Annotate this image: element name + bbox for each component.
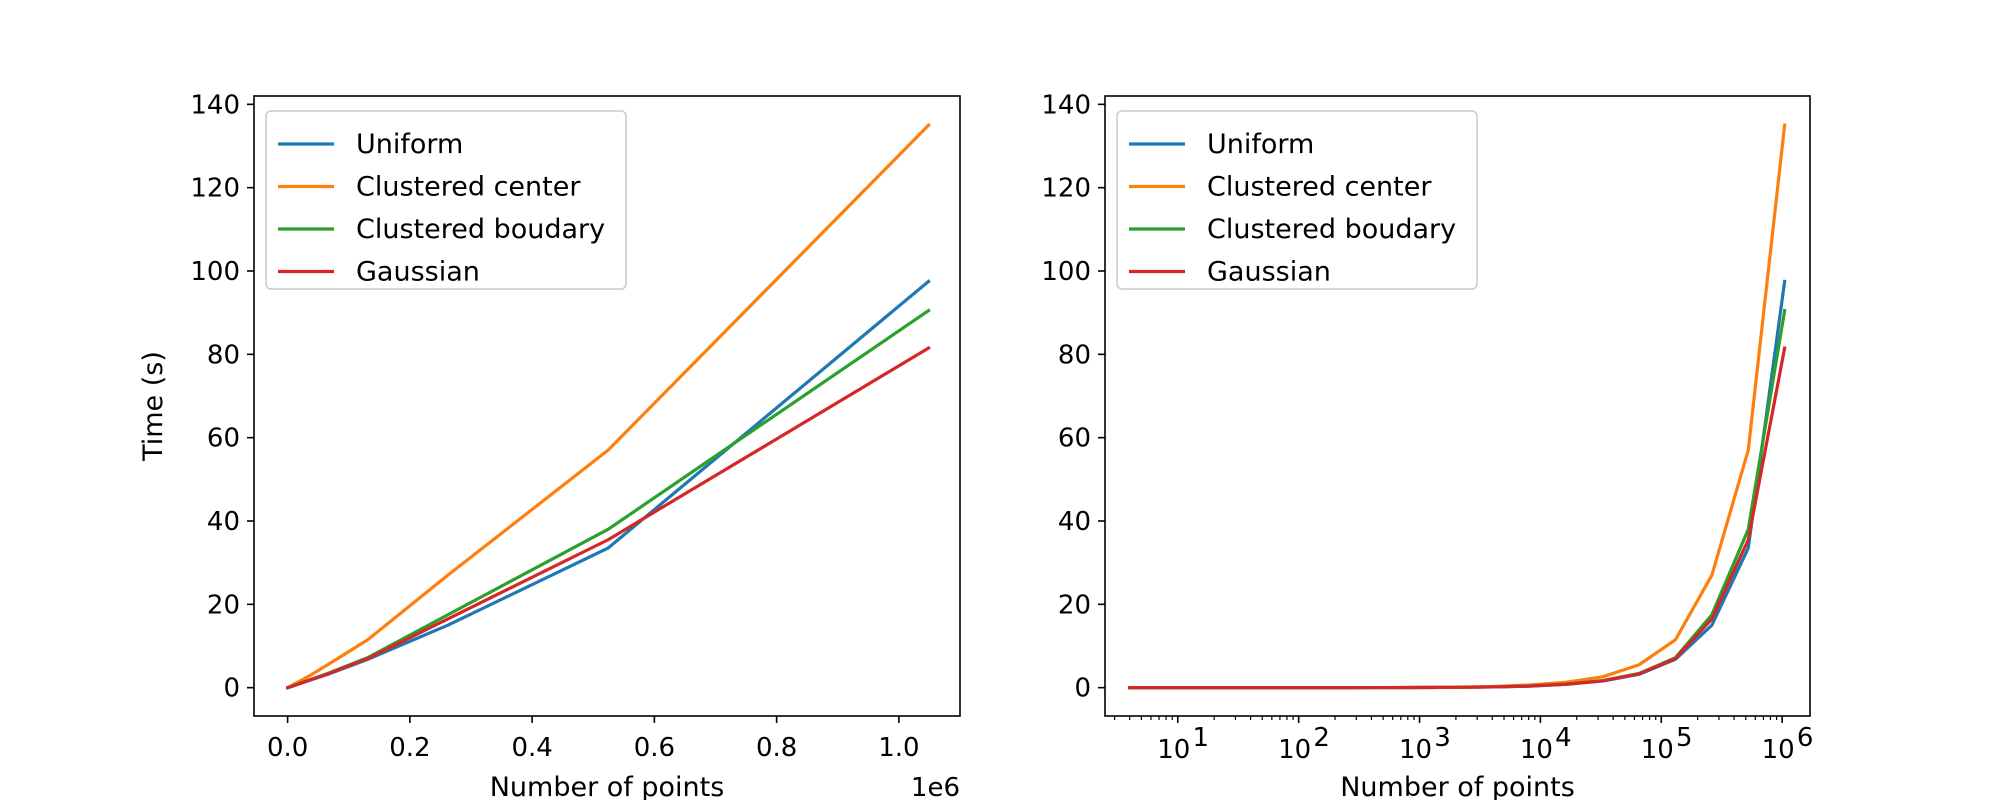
- y-tick-label: 80: [207, 340, 240, 370]
- x-tick-label: 0.4: [511, 733, 552, 763]
- series-line-3: [1128, 346, 1787, 690]
- x-tick-label: 10: [1399, 735, 1432, 765]
- y-tick-label: 40: [1058, 507, 1091, 537]
- legend-label-1: Clustered center: [1207, 172, 1432, 203]
- x-tick-label: 10: [1762, 735, 1795, 765]
- y-tick-label: 140: [190, 90, 240, 120]
- y-tick-label: 140: [1041, 90, 1091, 120]
- legend-label-3: Gaussian: [356, 257, 480, 288]
- y-tick-label: 60: [1058, 424, 1091, 454]
- legend-label-0: Uniform: [1207, 129, 1314, 160]
- legend-label-1: Clustered center: [356, 172, 581, 203]
- y-tick-label: 120: [190, 174, 240, 204]
- y-tick-label: 20: [1058, 590, 1091, 620]
- legend: Uniform Clustered center Clustered boudary…: [1116, 110, 1478, 290]
- axes-frame: [253, 95, 961, 717]
- legend-label-3: Gaussian: [1207, 257, 1331, 288]
- y-tick-label: 100: [190, 257, 240, 287]
- y-tick-label: 40: [207, 507, 240, 537]
- series-line-2: [286, 308, 931, 690]
- legend: Uniform Clustered center Clustered boudary…: [265, 110, 627, 290]
- y-tick-label: 100: [1041, 257, 1091, 287]
- x-tick-exponent: 2: [1313, 723, 1330, 753]
- legend-box: [265, 110, 627, 290]
- y-tick-label: 0: [223, 674, 240, 704]
- x-tick-label: 0.2: [389, 733, 430, 763]
- axes-frame: [1104, 95, 1811, 717]
- y-tick-label: 120: [1041, 174, 1091, 204]
- series-lines: [1128, 123, 1787, 690]
- legend-label-2: Clustered boudary: [356, 214, 605, 245]
- legend-box: [1116, 110, 1478, 290]
- chart-linear-scale: 0 20 40 60 80 100 120 140 0.0 0.2 0.4 0.6 0.8 1.0 Numb…: [138, 90, 961, 800]
- legend-label-2: Clustered boudary: [1207, 214, 1456, 245]
- x-tick-label: 10: [1157, 735, 1190, 765]
- y-tick-label: 60: [207, 424, 240, 454]
- y-tick-label: 0: [1074, 674, 1091, 704]
- x-tick-label: 1.0: [878, 733, 919, 763]
- y-tick-label: 20: [207, 590, 240, 620]
- x-tick-label: 0.6: [634, 733, 675, 763]
- series-line-3: [286, 345, 931, 690]
- x-tick-label: 10: [1520, 735, 1553, 765]
- series-line-2: [1128, 308, 1787, 690]
- y-axis-label: Time (s): [138, 351, 169, 462]
- x-tick-exponent: 3: [1434, 723, 1451, 753]
- x-tick-exponent: 1: [1193, 723, 1210, 753]
- x-axis-label: Number of points: [1340, 772, 1575, 800]
- x-tick-exponent: 4: [1555, 723, 1572, 753]
- x-tick-exponent: 5: [1676, 723, 1693, 753]
- x-tick-label: 10: [1278, 735, 1311, 765]
- x-axis-label: Number of points: [490, 772, 725, 800]
- legend-label-0: Uniform: [356, 129, 463, 160]
- x-tick-label: 0.8: [756, 733, 797, 763]
- x-tick-label: 0.0: [267, 733, 308, 763]
- series-lines: [286, 122, 931, 690]
- x-offset-label: 1e6: [911, 773, 960, 800]
- y-tick-label: 80: [1058, 340, 1091, 370]
- x-tick-exponent: 6: [1797, 723, 1814, 753]
- x-tick-label: 10: [1641, 735, 1674, 765]
- series-line-0: [1128, 279, 1787, 690]
